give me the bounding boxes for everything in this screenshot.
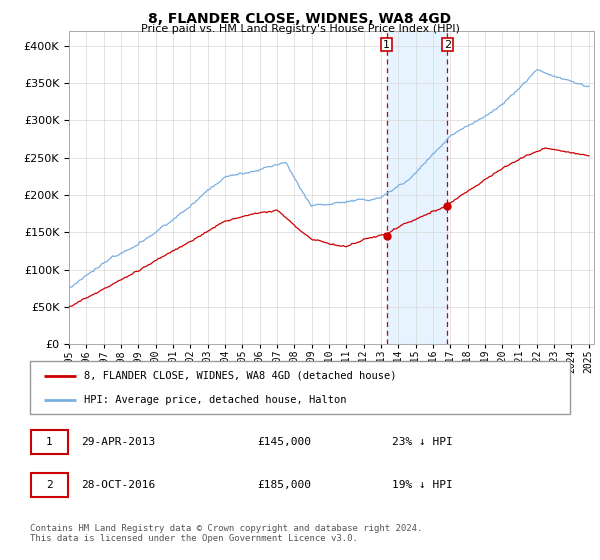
Text: HPI: Average price, detached house, Halton: HPI: Average price, detached house, Halt…: [84, 395, 347, 405]
Text: 1: 1: [46, 437, 53, 447]
Text: £185,000: £185,000: [257, 479, 311, 489]
Text: 29-APR-2013: 29-APR-2013: [82, 437, 155, 447]
Text: 8, FLANDER CLOSE, WIDNES, WA8 4GD: 8, FLANDER CLOSE, WIDNES, WA8 4GD: [148, 12, 452, 26]
Text: 1: 1: [383, 40, 390, 50]
FancyBboxPatch shape: [31, 473, 68, 497]
Text: Price paid vs. HM Land Registry's House Price Index (HPI): Price paid vs. HM Land Registry's House …: [140, 24, 460, 34]
Text: 2: 2: [46, 479, 53, 489]
FancyBboxPatch shape: [30, 361, 570, 414]
Text: 23% ↓ HPI: 23% ↓ HPI: [392, 437, 452, 447]
Bar: [386, 31, 448, 344]
Text: £145,000: £145,000: [257, 437, 311, 447]
Text: Contains HM Land Registry data © Crown copyright and database right 2024.
This d: Contains HM Land Registry data © Crown c…: [30, 524, 422, 543]
Text: 28-OCT-2016: 28-OCT-2016: [82, 479, 155, 489]
Text: 2: 2: [444, 40, 451, 50]
Text: 8, FLANDER CLOSE, WIDNES, WA8 4GD (detached house): 8, FLANDER CLOSE, WIDNES, WA8 4GD (detac…: [84, 371, 397, 381]
FancyBboxPatch shape: [31, 430, 68, 454]
Text: 19% ↓ HPI: 19% ↓ HPI: [392, 479, 452, 489]
